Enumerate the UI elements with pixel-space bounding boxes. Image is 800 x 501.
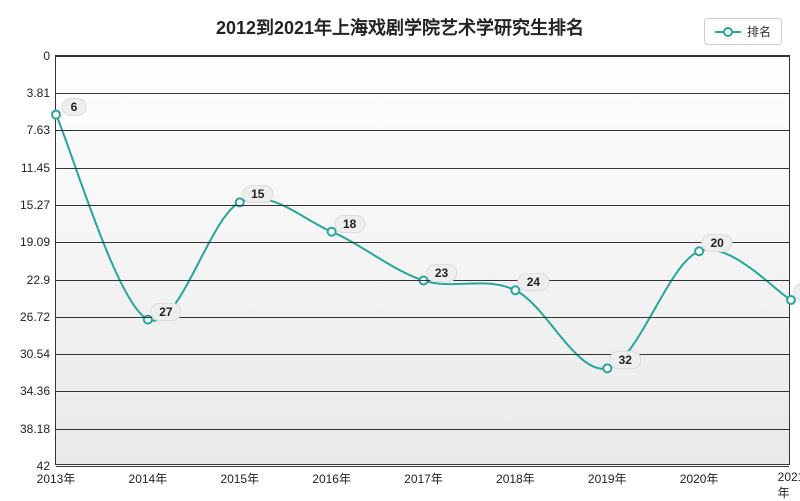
- y-tick-label: 22.9: [27, 273, 56, 287]
- legend-dash-left: [715, 31, 723, 33]
- data-label: 15: [242, 185, 273, 203]
- grid-line: [56, 93, 789, 94]
- chart-title: 2012到2021年上海戏剧学院艺术学研究生排名: [0, 14, 800, 40]
- data-label: 32: [610, 351, 641, 369]
- x-tick-label: 2018年: [496, 464, 535, 487]
- grid-line: [56, 354, 789, 355]
- line-series: [56, 56, 791, 466]
- y-tick-label: 15.27: [20, 198, 56, 212]
- plot-area: 03.817.6311.4515.2719.0922.926.7230.5434…: [55, 55, 790, 465]
- data-label: 23: [426, 264, 457, 282]
- grid-line: [56, 205, 789, 206]
- data-label: 27: [150, 303, 181, 321]
- y-tick-label: 34.36: [20, 384, 56, 398]
- x-tick-label: 2021年: [778, 464, 800, 501]
- data-label: 25: [793, 283, 800, 301]
- x-tick-label: 2014年: [129, 464, 168, 487]
- legend-marker: [723, 27, 733, 37]
- legend-swatch: [715, 27, 741, 37]
- grid-line: [56, 391, 789, 392]
- legend-label: 排名: [747, 23, 771, 40]
- x-tick-label: 2013年: [37, 464, 76, 487]
- grid-line: [56, 242, 789, 243]
- data-label: 24: [518, 273, 549, 291]
- legend-dash-right: [733, 31, 741, 33]
- grid-line: [56, 130, 789, 131]
- x-tick-label: 2016年: [312, 464, 351, 487]
- data-label: 18: [334, 215, 365, 233]
- y-tick-label: 30.54: [20, 347, 56, 361]
- y-tick-label: 0: [43, 49, 56, 63]
- x-tick-label: 2015年: [220, 464, 259, 487]
- y-tick-label: 38.18: [20, 422, 56, 436]
- x-tick-label: 2017年: [404, 464, 443, 487]
- x-tick-label: 2020年: [680, 464, 719, 487]
- legend[interactable]: 排名: [704, 18, 782, 45]
- grid-line: [56, 56, 789, 57]
- grid-line: [56, 168, 789, 169]
- data-label: 20: [701, 234, 732, 252]
- x-tick-label: 2019年: [588, 464, 627, 487]
- chart-container: 2012到2021年上海戏剧学院艺术学研究生排名 排名 03.817.6311.…: [0, 0, 800, 500]
- grid-line: [56, 280, 789, 281]
- grid-line: [56, 429, 789, 430]
- y-tick-label: 3.81: [27, 86, 56, 100]
- y-tick-label: 26.72: [20, 310, 56, 324]
- data-point[interactable]: [52, 111, 60, 119]
- y-tick-label: 7.63: [27, 123, 56, 137]
- data-label: 6: [62, 98, 87, 116]
- y-tick-label: 19.09: [20, 235, 56, 249]
- y-tick-label: 11.45: [21, 161, 56, 175]
